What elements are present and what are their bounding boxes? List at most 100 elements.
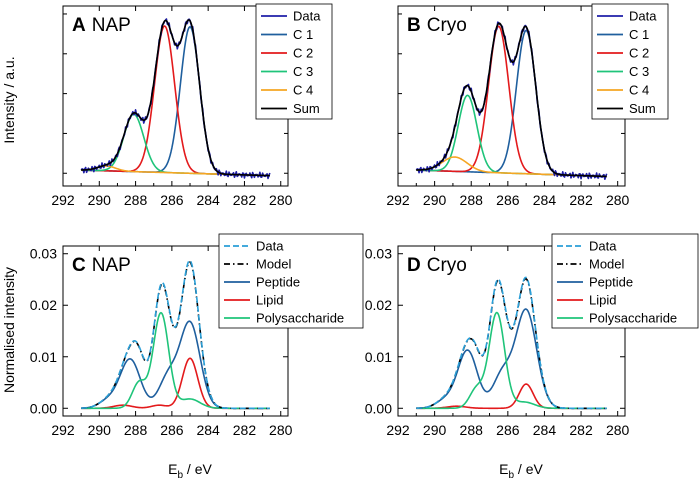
legend-label: Data xyxy=(256,239,284,254)
x-tick-label: 282 xyxy=(233,192,257,208)
x-tick-label: 280 xyxy=(606,192,630,208)
top-y-axis-label: Intensity / a.u. xyxy=(1,56,17,143)
x-tick-label: 280 xyxy=(269,192,293,208)
series-peptide xyxy=(81,320,270,410)
y-tick-label: 0.00 xyxy=(30,400,57,416)
legend-label: C 4 xyxy=(629,83,649,98)
legend-label: C 3 xyxy=(293,64,313,79)
x-tick-label: 292 xyxy=(51,422,75,438)
x-tick-label: 290 xyxy=(88,192,112,208)
legend-label: Sum xyxy=(293,101,320,116)
x-tick-label: 286 xyxy=(496,422,520,438)
x-tick-label: 292 xyxy=(51,192,75,208)
x-tick-label: 288 xyxy=(460,192,484,208)
panel-a: 292 290 288 286 284 282 280 A NAP Data C 1 C 2 C 3 C … xyxy=(51,3,333,208)
legend-box xyxy=(255,3,333,120)
panel-d: 292 290 288 286 284 282 280 0.00 0.01 0.02 0.03 D Cr… xyxy=(365,233,699,438)
y-tick-label: 0.01 xyxy=(365,349,392,365)
curves-a xyxy=(80,18,271,180)
x-tick-label: 290 xyxy=(88,422,112,438)
panel-label-d: D Cryo xyxy=(407,255,467,276)
panel-c: 292 290 288 286 284 282 280 0.00 0.01 0.02 0.03 C NA… xyxy=(30,233,364,438)
legend-label: Peptide xyxy=(589,275,633,290)
curves-c xyxy=(81,259,270,410)
panel-letter: D xyxy=(407,255,421,276)
legend-d: Data Model Peptide Lipid Polysaccharide xyxy=(551,233,699,329)
series-sum xyxy=(81,19,270,177)
y-tick-label: 0.02 xyxy=(365,297,392,313)
x-tick-label: 292 xyxy=(386,192,410,208)
legend-label: Data xyxy=(293,9,321,24)
legend-label: C 3 xyxy=(629,64,649,79)
x-tick-label: 282 xyxy=(233,422,257,438)
series-c-2 xyxy=(81,25,270,177)
x-tick-label: 288 xyxy=(124,422,148,438)
y-tick-label: 0.03 xyxy=(365,246,392,262)
series-polysaccharide xyxy=(416,311,607,410)
legend-box xyxy=(218,233,364,329)
legend-label: C 4 xyxy=(293,83,313,98)
y-tick-label: 0.03 xyxy=(30,246,57,262)
bottom-y-axis-label: Normalised intensity xyxy=(1,267,17,393)
x-tick-label: 286 xyxy=(496,192,520,208)
legend-label: Model xyxy=(589,257,625,272)
panel-label-b: B Cryo xyxy=(407,15,467,36)
legend-box xyxy=(551,233,699,329)
x-tick-label: 290 xyxy=(423,422,447,438)
panel-title: Cryo xyxy=(427,255,467,276)
legend-label: Lipid xyxy=(589,293,616,308)
panel-label-a: A NAP xyxy=(72,15,131,36)
x-tick-label: 284 xyxy=(196,192,220,208)
x-tick-label: 284 xyxy=(533,192,557,208)
legend-label: C 2 xyxy=(629,46,649,61)
x-tick-label: 292 xyxy=(386,422,410,438)
legend-label: C 1 xyxy=(293,27,313,42)
series-lipid xyxy=(81,357,270,410)
legend-label: Peptide xyxy=(256,275,300,290)
legend-b: Data C 1 C 2 C 3 C 4 Sum xyxy=(591,3,669,120)
legend-label: C 1 xyxy=(629,27,649,42)
panel-title: NAP xyxy=(92,255,131,276)
curves-b xyxy=(415,21,608,181)
x-tick-label: 284 xyxy=(196,422,220,438)
series-data xyxy=(81,259,270,410)
x-tick-label: 288 xyxy=(460,422,484,438)
x-tick-label: 280 xyxy=(606,422,630,438)
y-tick-label: 0.01 xyxy=(30,349,57,365)
x-tick-label: 288 xyxy=(124,192,148,208)
legend-label: C 2 xyxy=(293,46,313,61)
legend-label: Lipid xyxy=(256,293,283,308)
legend-c: Data Model Peptide Lipid Polysaccharide xyxy=(218,233,364,329)
panel-title: NAP xyxy=(92,15,131,36)
x-axis-label-right: Eb / eV xyxy=(499,461,543,480)
x-tick-label: 290 xyxy=(423,192,447,208)
x-tick-label: 282 xyxy=(569,192,593,208)
series-sum xyxy=(416,22,607,178)
x-tick-label: 286 xyxy=(160,192,184,208)
legend-a: Data C 1 C 2 C 3 C 4 Sum xyxy=(255,3,333,120)
legend-box xyxy=(591,3,669,120)
legend-label: Data xyxy=(589,239,617,254)
legend-label: Model xyxy=(256,257,292,272)
panel-b: 292 290 288 286 284 282 280 B Cryo Data C 1 C 2 C 3 C… xyxy=(386,3,669,208)
x-tick-label: 280 xyxy=(269,422,293,438)
panel-letter: A xyxy=(72,15,86,36)
curves-d xyxy=(416,276,607,410)
panel-letter: C xyxy=(72,255,86,276)
panel-letter: B xyxy=(407,15,421,36)
plot-frame-d xyxy=(397,245,626,417)
x-tick-label: 286 xyxy=(160,422,184,438)
y-tick-label: 0.02 xyxy=(30,297,57,313)
legend-label: Polysaccharide xyxy=(256,311,344,326)
x-tick-label: 282 xyxy=(569,422,593,438)
y-tick-label: 0.00 xyxy=(365,400,392,416)
series-data xyxy=(80,18,271,180)
series-polysaccharide xyxy=(81,311,270,410)
panel-label-c: C NAP xyxy=(72,255,131,276)
panel-title: Cryo xyxy=(427,15,467,36)
plot-frame-c xyxy=(62,245,289,417)
series-c-1 xyxy=(81,25,270,177)
x-tick-label: 284 xyxy=(533,422,557,438)
legend-label: Sum xyxy=(629,101,656,116)
